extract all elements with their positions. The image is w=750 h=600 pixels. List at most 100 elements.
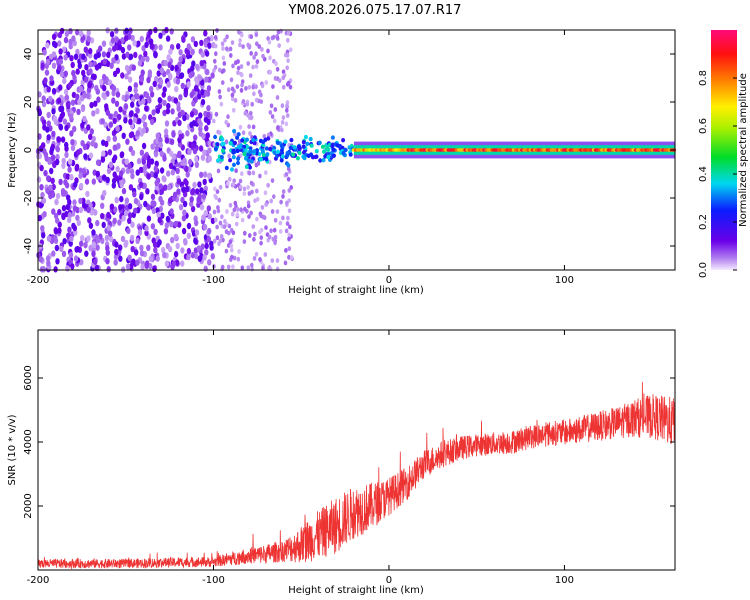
heatmap-noise-cell <box>140 263 145 271</box>
heatmap-noise-cell <box>157 216 162 224</box>
heatmap-faint-cell <box>254 188 259 194</box>
heatmap-signal-cell <box>308 136 313 142</box>
heatmap-noise-cell <box>141 127 146 134</box>
heatmap-noise-cell <box>146 159 152 166</box>
heatmap-faint-cell <box>228 239 233 245</box>
heatmap-noise-cell <box>118 106 123 113</box>
heatmap-noise-cell <box>149 85 154 93</box>
heatmap-faint-cell <box>219 234 224 239</box>
heatmap-y-tick-label: 40 <box>23 48 34 61</box>
heatmap-faint-cell <box>238 178 243 184</box>
heatmap-faint-cell <box>253 231 257 237</box>
heatmap-noise-cell <box>114 174 119 182</box>
heatmap-y-axis-label: Frequency (Hz) <box>7 112 18 188</box>
heatmap-faint-cell <box>224 119 228 125</box>
heatmap-noise-cell <box>200 154 206 161</box>
heatmap-noise-cell <box>190 48 195 56</box>
heatmap-noise-cell <box>210 72 215 79</box>
heatmap-faint-cell <box>275 258 280 263</box>
colorbar: 0.0 0.2 0.4 0.6 0.8 Normalized spectral ampl… <box>698 30 749 278</box>
heatmap-faint-cell <box>230 247 234 253</box>
heatmap-faint-cell <box>272 34 276 40</box>
heatmap-noise-cell <box>54 198 59 206</box>
heatmap-noise-cell <box>78 197 83 205</box>
snr-x-tick-label: 0 <box>386 575 392 586</box>
heatmap-noise-cell <box>161 246 166 254</box>
heatmap-faint-cell <box>264 202 268 207</box>
heatmap-noise-cell <box>202 149 207 156</box>
heatmap-faint-cell <box>228 46 233 52</box>
heatmap-noise-cell <box>167 95 172 102</box>
heatmap-noise-cell <box>75 48 80 56</box>
heatmap-noise-cell <box>158 44 163 51</box>
heatmap-noise-cell <box>173 220 178 228</box>
heatmap-noise-cell <box>62 77 67 85</box>
heatmap-noise-cell <box>94 264 100 272</box>
heatmap-faint-cell <box>281 75 286 81</box>
heatmap-noise-cell <box>100 156 106 163</box>
heatmap-faint-cell <box>232 207 237 213</box>
heatmap-noise-cell <box>42 148 47 155</box>
heatmap-faint-cell <box>266 132 271 138</box>
heatmap-noise-cell <box>133 51 138 59</box>
heatmap-noise-cell <box>164 137 170 144</box>
heatmap-noise-cell <box>110 37 116 44</box>
heatmap-noise-cell <box>205 132 210 139</box>
heatmap-noise-cell <box>45 187 50 194</box>
heatmap-signal-cell <box>265 152 270 157</box>
heatmap-noise-cell <box>46 235 52 242</box>
heatmap-faint-cell <box>273 234 278 240</box>
heatmap-faint-cell <box>248 73 253 78</box>
heatmap-faint-cell <box>231 181 236 187</box>
heatmap-noise-cell <box>179 72 185 79</box>
snr-y-tick-label: 4000 <box>23 429 34 454</box>
heatmap-noise-cell <box>178 133 183 141</box>
heatmap-signal-cell <box>289 137 294 143</box>
heatmap-noise-cell <box>123 210 129 217</box>
heatmap-noise-cell <box>63 141 69 149</box>
heatmap-noise-cell <box>124 94 129 101</box>
heatmap-faint-cell <box>285 52 290 58</box>
heatmap-faint-cell <box>253 198 257 204</box>
heatmap-noise-cell <box>140 55 146 63</box>
heatmap-noise-cell <box>40 62 45 69</box>
heatmap-noise-cell <box>61 250 67 258</box>
heatmap-noise-cell <box>203 41 209 48</box>
heatmap-faint-cell <box>225 209 229 214</box>
heatmap-noise-cell <box>153 172 158 179</box>
heatmap-noise-cell <box>132 191 137 198</box>
heatmap-faint-cell <box>213 64 218 70</box>
heatmap-signal-cell <box>309 143 314 148</box>
heatmap-faint-cell <box>284 121 289 127</box>
heatmap-faint-cell <box>213 186 217 192</box>
heatmap-noise-cell <box>52 115 58 123</box>
heatmap-faint-cell <box>277 43 282 48</box>
heatmap-faint-cell <box>213 58 217 64</box>
heatmap-noise-cell <box>161 175 166 182</box>
heatmap-noise-cell <box>132 116 138 124</box>
heatmap-noise-cell <box>130 34 135 42</box>
heatmap-faint-cell <box>286 30 291 36</box>
heatmap-noise-cell <box>69 55 74 62</box>
heatmap-noise-cell <box>134 249 139 256</box>
heatmap-noise-cell <box>193 85 199 92</box>
heatmap-faint-cell <box>229 53 233 58</box>
snr-x-tick-label: 100 <box>555 575 574 586</box>
heatmap-noise-cell <box>190 36 196 43</box>
heatmap-noise-cell <box>197 74 203 82</box>
heatmap-noise-cell <box>177 221 182 228</box>
heatmap-faint-cell <box>267 39 272 45</box>
heatmap-signal-cell <box>275 140 280 145</box>
heatmap-noise-cell <box>137 118 142 125</box>
heatmap-noise-cell <box>55 258 60 265</box>
heatmap-noise-cell <box>71 35 76 42</box>
heatmap-noise-cell <box>73 181 78 188</box>
heatmap-faint-cell <box>281 115 286 120</box>
heatmap-noise-cell <box>58 178 63 186</box>
heatmap-noise-cell <box>159 150 164 157</box>
heatmap-noise-cell <box>131 64 136 71</box>
heatmap-noise-cell <box>197 93 202 100</box>
heatmap-noise-cell <box>57 40 62 47</box>
heatmap-cells <box>35 26 677 273</box>
heatmap-noise-cell <box>141 45 146 52</box>
